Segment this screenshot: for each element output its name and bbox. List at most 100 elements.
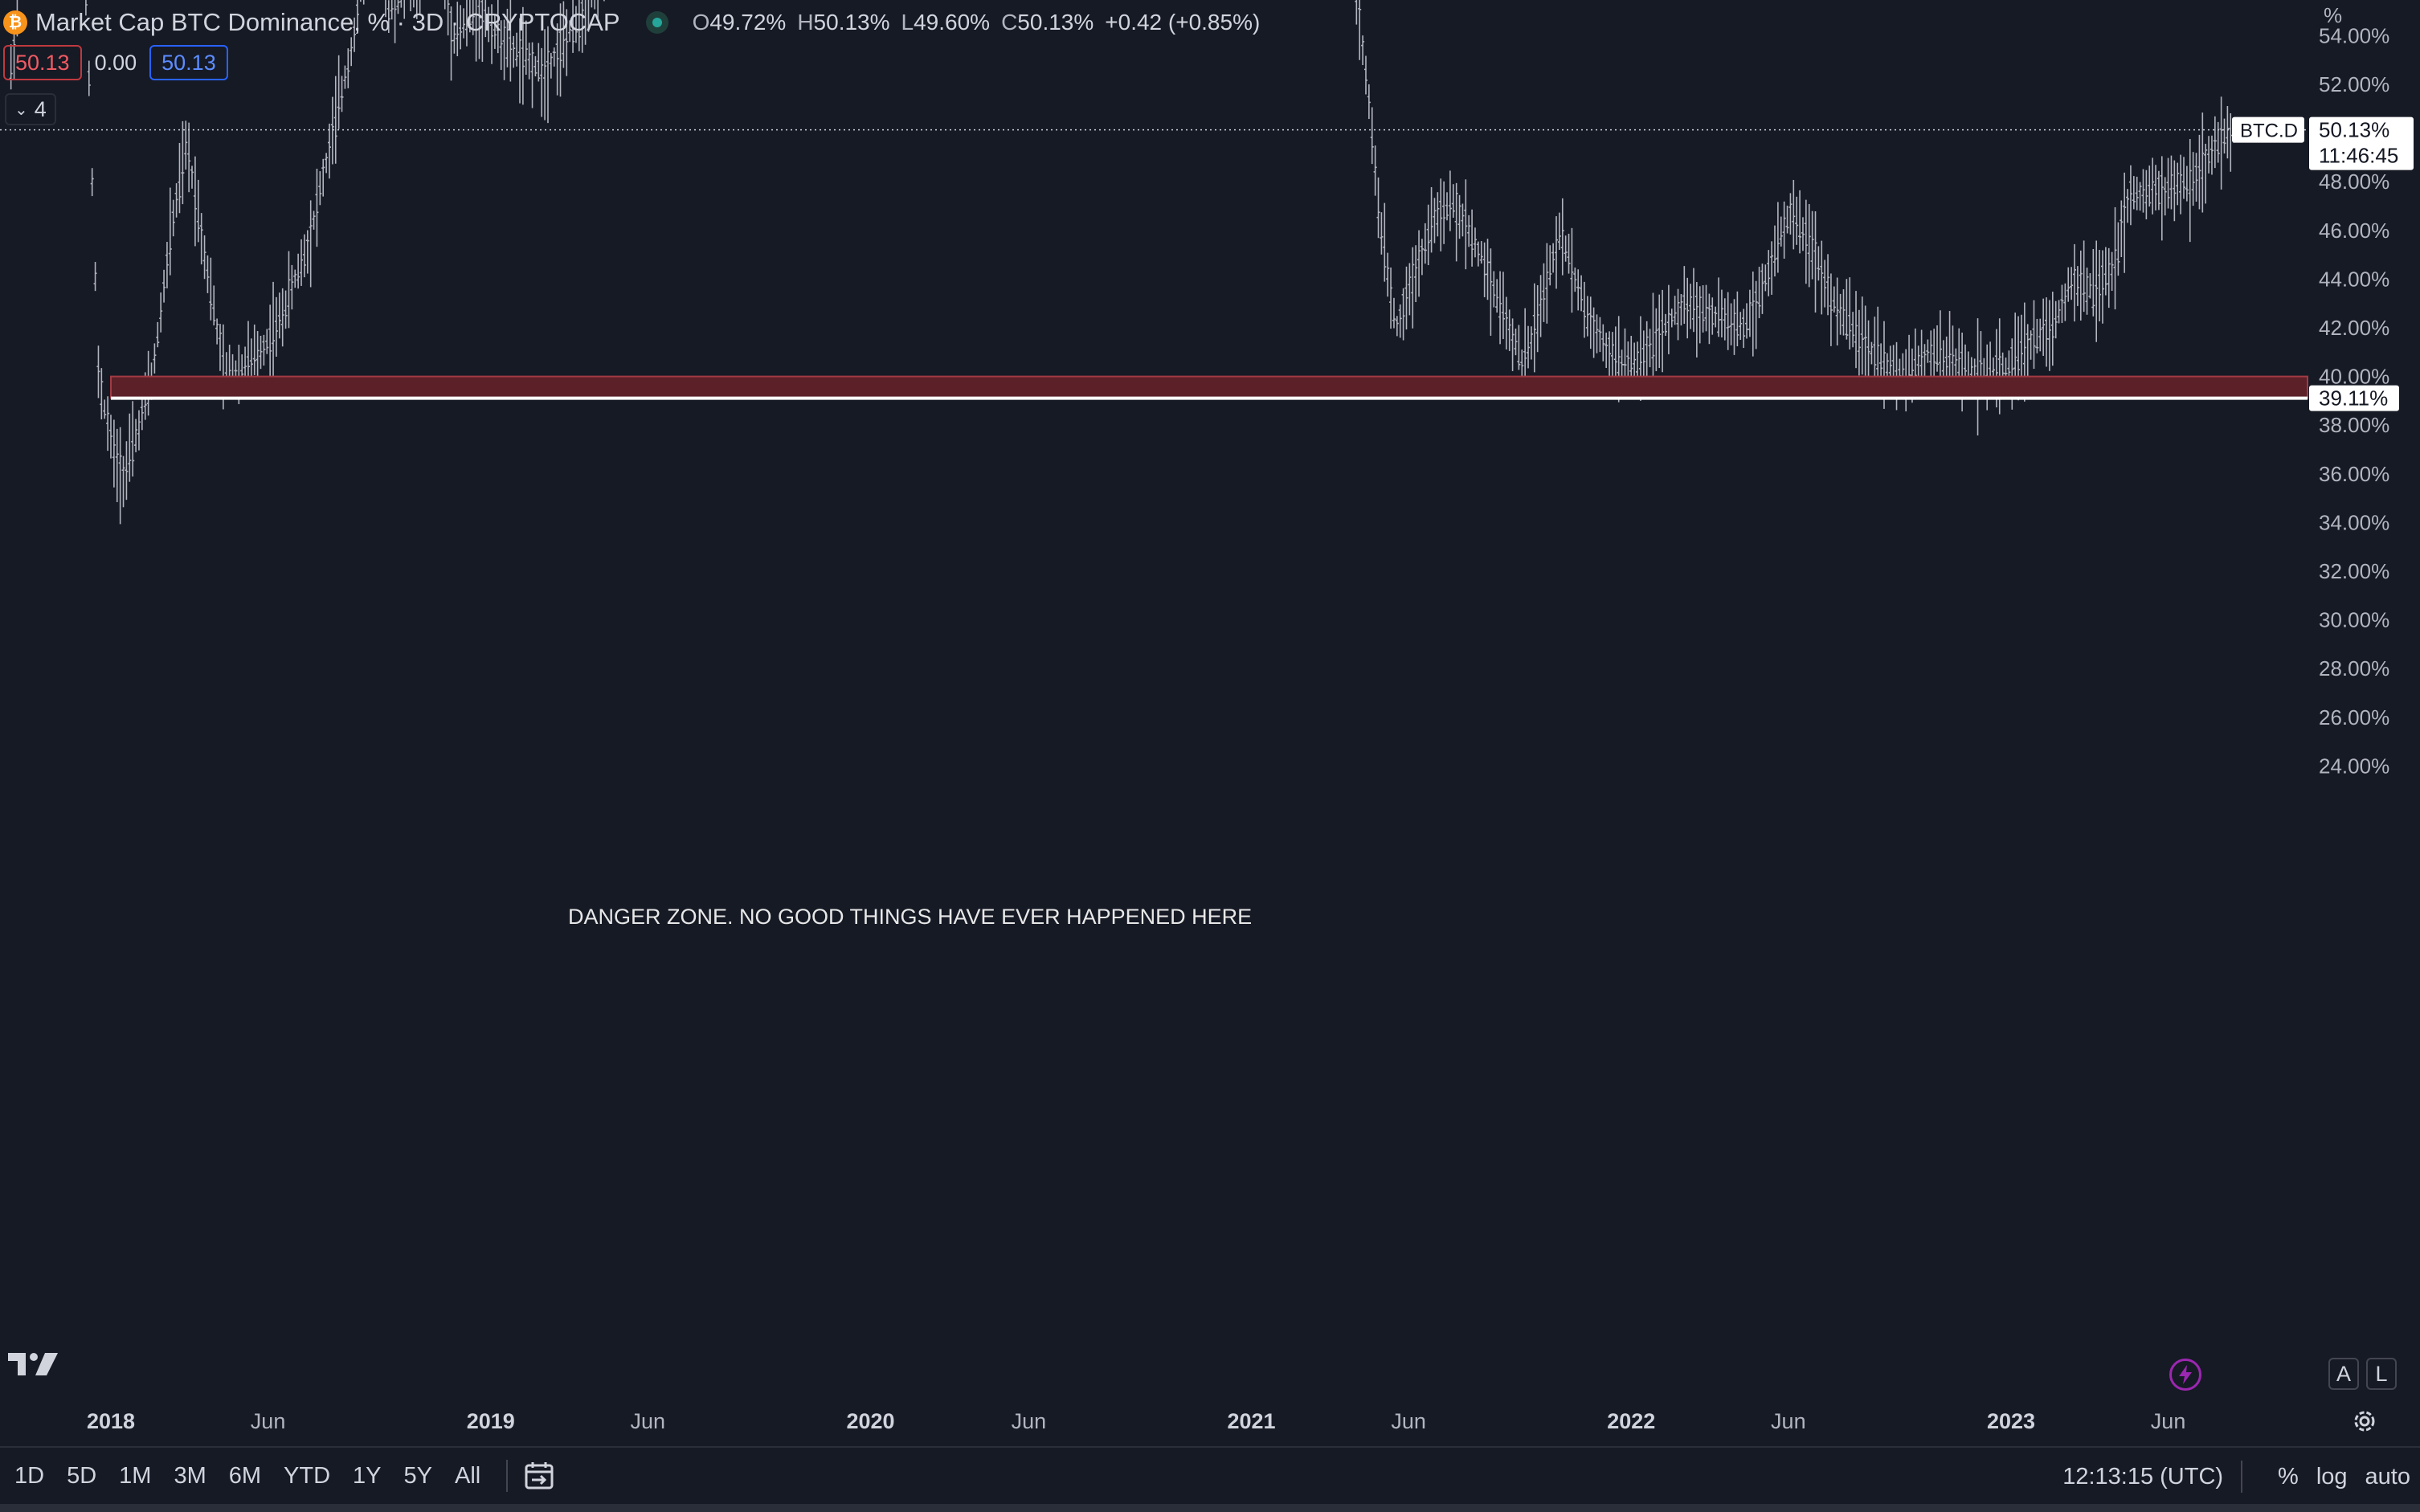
ohlc-bar	[480, 0, 484, 62]
ohlc-bar	[1860, 296, 1864, 375]
ohlc-bar	[100, 368, 104, 420]
y-tick-label: 46.00%	[2319, 219, 2389, 243]
ohlc-bar	[1592, 307, 1596, 358]
ohlc-bar	[353, 17, 357, 52]
last-price-label[interactable]: 50.13%11:46:45	[2309, 116, 2414, 170]
ohlc-bar	[1729, 303, 1733, 345]
ohlc-bar	[1535, 285, 1539, 353]
symbol-price-tag[interactable]: BTC.D	[2232, 116, 2304, 143]
ohlc-high-key: H	[797, 10, 814, 35]
sell-badge[interactable]: 50.13	[3, 45, 82, 80]
ohlc-bar	[515, 32, 519, 67]
ohlc-bar	[1714, 306, 1718, 328]
lightning-icon[interactable]	[2169, 1359, 2201, 1391]
auto-scale-toggle[interactable]: auto	[2365, 1463, 2410, 1490]
ohlc-bar	[2054, 300, 2058, 339]
log-scale-toggle[interactable]: log	[2316, 1463, 2348, 1490]
ohlc-bar	[280, 288, 284, 347]
ohlc-bar	[296, 253, 300, 289]
buy-badge[interactable]: 50.13	[149, 45, 228, 80]
timeframe-5d[interactable]: 5D	[67, 1462, 97, 1489]
ohlc-bar	[540, 47, 544, 117]
x-tick-label: Jun	[251, 1409, 286, 1433]
y-tick-label: 34.00%	[2319, 510, 2389, 534]
ohlc-bar	[1654, 308, 1658, 372]
y-tick-label: 44.00%	[2319, 267, 2389, 291]
market-status-icon[interactable]	[645, 11, 668, 34]
ohlc-bar	[1832, 286, 1836, 313]
ohlc-bar	[1648, 329, 1652, 368]
ohlc-bar	[330, 96, 334, 165]
ohlc-bar	[1573, 268, 1577, 292]
ohlc-bar	[1686, 277, 1690, 339]
ohlc-bar	[1817, 246, 1821, 281]
auto-scale-button[interactable]: A	[2328, 1358, 2359, 1390]
timeframe-1m[interactable]: 1M	[119, 1462, 152, 1489]
percent-scale-toggle[interactable]: %	[2278, 1463, 2299, 1490]
utc-clock[interactable]: 12:13:15 (UTC)	[2062, 1463, 2224, 1490]
ohlc-bar	[2035, 318, 2039, 353]
ohlc-bar	[1863, 305, 1867, 376]
timeframe-6m[interactable]: 6M	[228, 1462, 262, 1489]
ohlc-bar	[103, 399, 107, 419]
ohlc-bar	[2113, 206, 2117, 310]
price-chart[interactable]: % 24.00% 26.00% 28.00% 30.00% 32.00% 34.00% 36.…	[0, 0, 2420, 1446]
ohlc-bar	[302, 234, 306, 278]
ohlc-bar	[1376, 177, 1380, 239]
x-tick-label: Jun	[1391, 1409, 1426, 1433]
ohlc-bar	[262, 334, 266, 366]
ohlc-bar	[487, 6, 491, 43]
ohlc-bar	[1726, 292, 1730, 350]
ohlc-bar	[1504, 296, 1508, 349]
danger-zone-rect[interactable]	[110, 375, 2308, 399]
time-axis[interactable]: 2018 Jun 2019 Jun 2020 Jun 2021 Jun 2022 Jun 2023 J…	[87, 1409, 2185, 1433]
support-price-value: 39.11%	[2319, 386, 2388, 411]
ohlc-bar	[2156, 170, 2160, 210]
timeframe-1y[interactable]: 1Y	[353, 1462, 382, 1489]
ohlc-bar	[2032, 300, 2036, 370]
ohlc-bar	[2213, 116, 2217, 169]
ohlc-bar	[93, 262, 97, 292]
ohlc-bar	[527, 43, 531, 80]
ohlc-bar	[2103, 247, 2107, 296]
ohlc-close: C50.13%	[1001, 10, 1093, 35]
ohlc-bar	[1498, 271, 1502, 345]
price-axis[interactable]: % 24.00% 26.00% 28.00% 30.00% 32.00% 34.00% 36.…	[2232, 0, 2414, 778]
calendar-range-icon[interactable]	[524, 1461, 556, 1491]
ohlc-bar	[1576, 269, 1580, 311]
danger-zone-label[interactable]: DANGER ZONE. NO GOOD THINGS HAVE EVER HA…	[568, 905, 1253, 929]
ohlc-bar	[546, 26, 550, 124]
tradingview-logo-icon[interactable]	[8, 1350, 59, 1380]
ohlc-bar	[2029, 330, 2033, 360]
ohlc-bar	[2209, 135, 2214, 175]
timeframe-1d[interactable]: 1D	[14, 1462, 45, 1489]
gear-icon[interactable]	[2351, 1408, 2378, 1435]
ohlc-bar	[512, 35, 516, 68]
ohlc-bar	[355, 0, 359, 34]
support-price-label[interactable]: 39.11%	[2309, 385, 2399, 411]
ohlc-bar	[2038, 318, 2042, 352]
ohlc-bar	[265, 329, 269, 354]
ohlc-bar	[1585, 296, 1589, 337]
symbol-title[interactable]: Market Cap BTC Dominance, % · 3D · CRYPT…	[35, 8, 620, 36]
ohlc-bar	[1810, 210, 1814, 280]
ohlc-bar	[1711, 297, 1715, 335]
ohlc-bar	[1595, 314, 1599, 353]
ohlc-low-value: 49.60%	[914, 10, 991, 35]
timeframe-3m[interactable]: 3M	[174, 1462, 206, 1489]
lock-scale-button[interactable]: L	[2366, 1358, 2397, 1390]
ohlc-bar	[300, 239, 304, 286]
ohlc-bar	[1476, 241, 1480, 267]
ohlc-bar	[462, 8, 466, 39]
ohlc-bar	[1782, 201, 1786, 259]
ohlc-bar	[1629, 336, 1633, 382]
ohlc-bar	[1501, 272, 1505, 340]
timeframe-ytd[interactable]: YTD	[284, 1462, 331, 1489]
timeframe-all[interactable]: All	[455, 1462, 481, 1489]
ohlc-bar	[1673, 296, 1677, 325]
timeframe-5y[interactable]: 5Y	[403, 1462, 433, 1489]
ohlc-bar	[1792, 179, 1796, 250]
ohlc-bar	[1851, 312, 1855, 348]
indicators-toggle[interactable]: ⌄ 4	[5, 93, 56, 125]
ohlc-bar	[2226, 105, 2230, 159]
